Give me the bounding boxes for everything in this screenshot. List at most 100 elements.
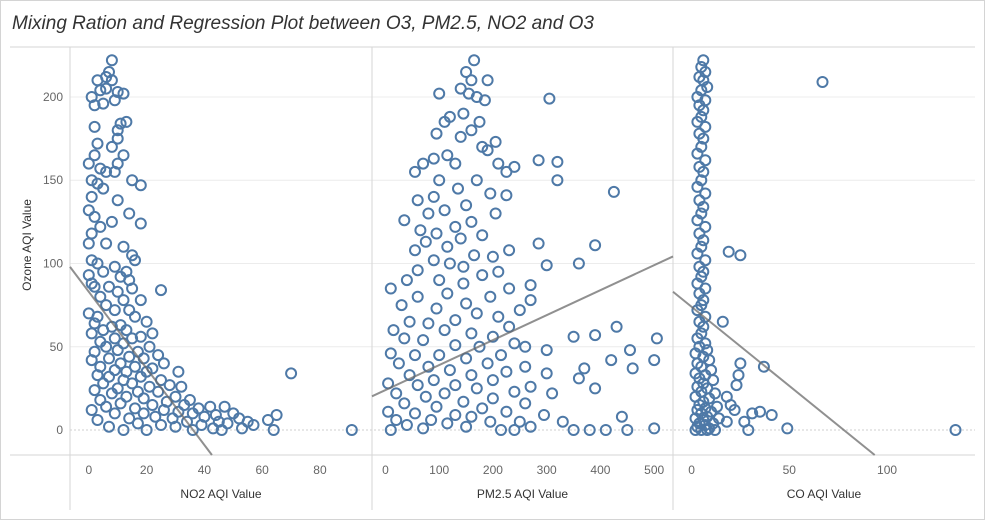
- pm25-point-21: [427, 152, 440, 165]
- pm25-point-78: [430, 302, 443, 315]
- pm25-point-156: [417, 422, 430, 435]
- no2-point-153: [270, 409, 283, 421]
- pm25-point-7: [478, 94, 491, 107]
- pm25-point-16: [454, 130, 467, 143]
- no2-point-120: [94, 394, 107, 406]
- no2-point-123: [146, 399, 159, 411]
- no2-point-18: [91, 137, 104, 150]
- axis-ticks: 0 50 100 150 200 0 20 40 60 80 0 100 200 300 400 500 0 50…: [43, 90, 897, 477]
- no2-point-17: [111, 132, 124, 145]
- no2-point-76: [146, 327, 159, 340]
- pm25-point-121: [486, 374, 499, 387]
- pm25-point-58: [427, 254, 440, 267]
- pm25-point-69: [524, 279, 537, 292]
- no2-point-15: [88, 120, 101, 133]
- no2-x-axis-label: NO2 AQI Value: [180, 487, 261, 501]
- no2-point-117: [169, 390, 182, 403]
- no2-point-101: [91, 369, 104, 382]
- pm25-point-96: [449, 339, 462, 352]
- no2-point-152: [195, 419, 208, 431]
- pm25-point-62: [540, 259, 553, 272]
- pm25-point-142: [409, 407, 421, 420]
- no2-point-128: [204, 400, 217, 413]
- pm25-point-154: [524, 420, 537, 433]
- no2-point-63: [100, 299, 113, 312]
- no2-point-45: [129, 254, 141, 267]
- pm25-point-144: [465, 410, 478, 423]
- pm25-point-1: [460, 66, 473, 78]
- no2-point-162: [345, 424, 358, 436]
- pm25-point-159: [599, 424, 612, 436]
- no2-point-13: [114, 117, 127, 130]
- no2-point-157: [236, 422, 248, 435]
- pm25-point-143: [449, 409, 462, 421]
- pm25-point-129: [508, 385, 521, 398]
- no2-point-158: [140, 424, 153, 436]
- pm25-point-102: [384, 347, 397, 360]
- co-point-98: [757, 360, 770, 373]
- co-point-24: [699, 187, 712, 200]
- no2-point-61: [117, 294, 130, 307]
- co-point-23: [691, 180, 704, 193]
- pm25-point-67: [433, 274, 446, 287]
- pm25-point-116: [500, 365, 513, 378]
- pm25-point-127: [524, 380, 537, 393]
- no2-point-145: [181, 415, 193, 428]
- no2-point-27: [126, 174, 139, 187]
- no2-x-tick-40: 40: [198, 463, 212, 477]
- no2-point-21: [88, 149, 101, 162]
- no2-point-19: [105, 140, 118, 153]
- no2-point-47: [91, 257, 104, 270]
- pm25-point-63: [411, 264, 424, 277]
- pm25-point-55: [503, 244, 516, 257]
- pm25-point-35: [484, 187, 497, 200]
- no2-point-130: [218, 400, 231, 413]
- co-point-19: [699, 154, 712, 167]
- pm25-point-133: [419, 390, 432, 403]
- no2-point-3: [105, 74, 118, 87]
- pm25-point-71: [503, 282, 516, 295]
- pm25-point-28: [500, 165, 513, 178]
- pm25-point-82: [449, 314, 462, 327]
- co-point-86: [689, 424, 702, 436]
- pm25-x-axis-label: PM2.5 AQI Value: [477, 487, 568, 501]
- co-x-axis-label: CO AQI Value: [787, 487, 862, 501]
- pm25-point-44: [465, 215, 478, 228]
- pm25-x-tick-200: 200: [483, 463, 503, 477]
- pm25-point-87: [438, 324, 451, 337]
- pm25-point-59: [443, 257, 456, 270]
- pm25-point-80: [470, 307, 483, 320]
- no2-point-93: [157, 357, 170, 370]
- pm25-point-66: [400, 274, 413, 287]
- no2-point-32: [85, 190, 98, 203]
- pm25-point-57: [486, 250, 499, 263]
- pm25-point-74: [484, 290, 497, 303]
- pm25-point-65: [476, 269, 489, 282]
- no2-point-16: [111, 124, 124, 137]
- co-point-85: [695, 424, 708, 436]
- co-point-84: [703, 422, 716, 435]
- no2-point-147: [131, 417, 144, 430]
- pm25-point-101: [624, 344, 636, 357]
- no2-point-111: [175, 380, 188, 393]
- no2-x-tick-20: 20: [140, 463, 154, 477]
- no2-point-88: [123, 350, 136, 363]
- no2-point-5: [100, 82, 113, 95]
- co-point-105: [732, 369, 745, 382]
- pm25-point-15: [430, 127, 443, 140]
- pm25-point-130: [390, 387, 403, 400]
- pm25-point-56: [468, 249, 481, 262]
- pm25-x-tick-500: 500: [644, 463, 664, 477]
- no2-point-149: [221, 417, 234, 430]
- pm25-x-tick-0: 0: [382, 463, 389, 477]
- co-point-87: [709, 424, 721, 436]
- pm25-point-47: [430, 227, 443, 240]
- pm25-point-122: [572, 372, 585, 385]
- co-point-46: [697, 320, 710, 333]
- pm25-x-tick-100: 100: [429, 463, 449, 477]
- pm25-point-152: [556, 415, 569, 428]
- no2-point-92: [114, 357, 127, 370]
- pm25-point-0: [468, 54, 481, 67]
- pm25-point-160: [621, 424, 634, 436]
- no2-point-84: [111, 344, 124, 357]
